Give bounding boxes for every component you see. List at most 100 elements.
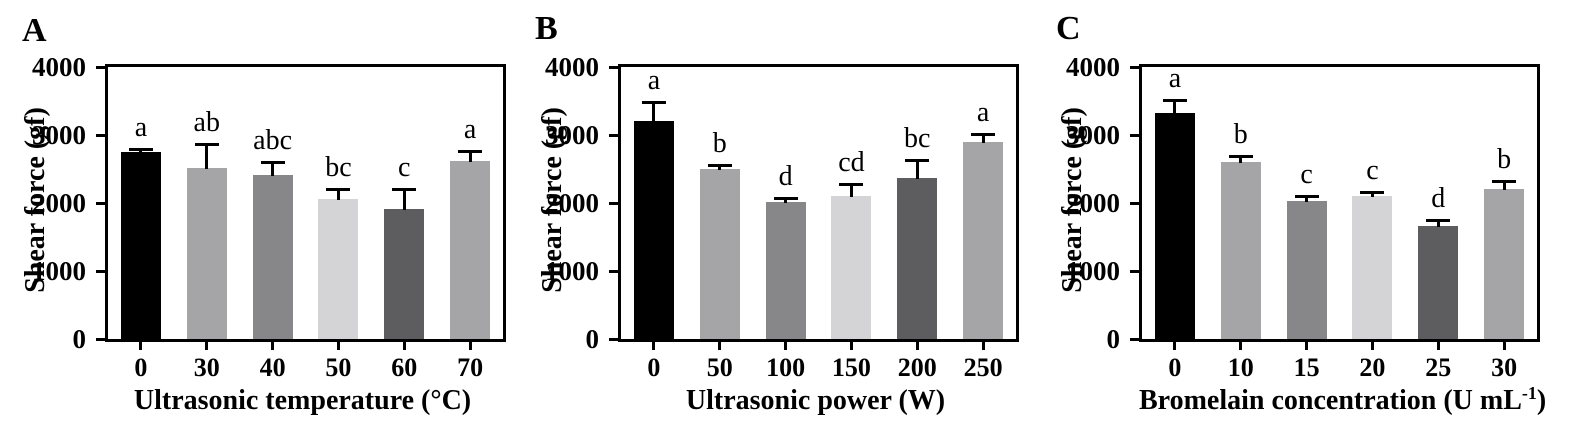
x-axis-tick: [1239, 342, 1243, 350]
y-tick-label: 1000: [1066, 256, 1120, 286]
significance-letter: a: [134, 112, 148, 144]
error-bar-cap: [641, 100, 666, 104]
x-axis-title-text: Ultrasonic temperature (°C): [133, 385, 472, 416]
x-axis-tick: [1502, 342, 1506, 350]
error-bar-cap: [1426, 219, 1451, 222]
error-bar-cap: [194, 142, 219, 146]
x-axis-tick: [1370, 342, 1374, 350]
x-axis-title-text: Bromelain concentration (U mL: [1139, 385, 1522, 416]
significance-letter: a: [647, 64, 661, 96]
x-axis-tick: [336, 342, 340, 350]
error-bar-cap: [326, 187, 351, 191]
error-bar-stem: [784, 197, 788, 204]
significance-letter: d: [1431, 183, 1446, 214]
y-axis-tick: [1130, 133, 1139, 137]
error-bar-stem: [849, 183, 853, 197]
x-tick-label: 200: [897, 353, 937, 382]
x-axis-tick: [402, 342, 406, 350]
x-tick-label: 100: [766, 353, 806, 382]
error-bar-stem: [205, 143, 209, 169]
bar: [120, 152, 161, 339]
bar: [699, 169, 740, 339]
bar: [1286, 200, 1327, 339]
y-tick-label: 1000: [545, 256, 599, 286]
bar: [897, 177, 938, 339]
error-bar-stem: [1305, 195, 1309, 202]
error-bar-cap: [392, 187, 417, 191]
error-bar-cap: [458, 149, 483, 153]
error-bar-stem: [271, 161, 275, 177]
x-tick-label: 50: [325, 353, 352, 382]
x-axis-tick: [849, 342, 853, 350]
y-axis-tick: [609, 269, 618, 273]
y-axis-tick: [609, 201, 618, 205]
significance-letter: a: [976, 96, 990, 128]
x-tick-label: 15: [1293, 353, 1320, 382]
y-tick-label: 3000: [32, 120, 86, 150]
error-bar-stem: [468, 150, 472, 162]
plot-area: 0 1000 2000 3000 4000 a 0 b 10 c 15 c 20 d 25 b 30: [1066, 52, 1540, 382]
y-tick-label: 2000: [545, 188, 599, 218]
x-tick-label: 0: [647, 353, 661, 382]
y-axis-tick: [1130, 337, 1139, 341]
bar: [831, 195, 872, 339]
bar: [1484, 189, 1525, 339]
x-axis-title: Ultrasonic temperature (°C): [105, 385, 500, 417]
x-tick-label: 0: [134, 353, 148, 382]
significance-letter: bc: [904, 123, 931, 155]
x-tick-label: 60: [391, 353, 418, 382]
error-bar-stem: [915, 160, 919, 179]
error-bar-cap: [260, 160, 285, 164]
panel-b: B Shear force (gf) 0 1000 2000 3000 4000 a 0 b 5…: [523, 0, 1046, 443]
error-bar-stem: [981, 133, 985, 144]
bar: [963, 142, 1004, 339]
error-bar-cap: [839, 182, 864, 186]
y-tick-label: 2000: [32, 188, 86, 218]
error-bar-cap: [1492, 179, 1517, 183]
bar: [186, 167, 227, 339]
y-tick-label: 1000: [32, 256, 86, 286]
error-bar-cap: [1228, 155, 1253, 159]
panel-b-label: B: [535, 10, 558, 47]
y-axis-tick: [609, 133, 618, 137]
y-axis-tick: [96, 65, 105, 69]
panel-c-label: C: [1056, 10, 1081, 47]
bar: [765, 202, 806, 339]
significance-letter: c: [398, 151, 411, 183]
y-tick-label: 4000: [32, 52, 86, 82]
x-axis-tick: [468, 342, 472, 350]
significance-letter: b: [1497, 143, 1512, 175]
x-axis-title-superscript: -1: [1521, 383, 1537, 404]
x-axis-tick: [784, 342, 788, 350]
x-axis-tick: [139, 342, 143, 350]
x-axis-title: Ultrasonic power (W): [618, 385, 1013, 417]
x-tick-label: 150: [831, 353, 871, 382]
y-axis-tick: [96, 337, 105, 341]
bar: [384, 209, 425, 339]
y-axis-tick: [1130, 201, 1139, 205]
bar: [1220, 161, 1261, 339]
significance-letter: bc: [325, 151, 352, 183]
error-bar-stem: [1436, 220, 1440, 228]
x-tick-label: 40: [259, 353, 286, 382]
y-tick-label: 3000: [545, 120, 599, 150]
error-bar-cap: [1360, 191, 1385, 195]
x-tick-label: 250: [963, 353, 1003, 382]
x-tick-label: 25: [1425, 353, 1452, 382]
error-bar-stem: [1173, 100, 1177, 114]
x-tick-label: 10: [1227, 353, 1254, 382]
error-bar-cap: [128, 148, 153, 152]
significance-letter: b: [712, 127, 727, 159]
y-axis-tick: [1130, 269, 1139, 273]
significance-letter: ab: [193, 106, 220, 138]
y-axis-tick: [609, 337, 618, 341]
bar: [1352, 195, 1393, 339]
x-axis-title: Bromelain concentration (U mL-1): [1139, 383, 1546, 417]
x-axis-tick: [205, 342, 209, 350]
x-axis-tick: [1436, 342, 1440, 350]
y-axis-tick: [96, 269, 105, 273]
y-tick-label: 0: [72, 324, 87, 354]
panel-a-label: A: [22, 12, 47, 49]
error-bar-stem: [652, 101, 656, 122]
error-bar-stem: [336, 188, 340, 200]
